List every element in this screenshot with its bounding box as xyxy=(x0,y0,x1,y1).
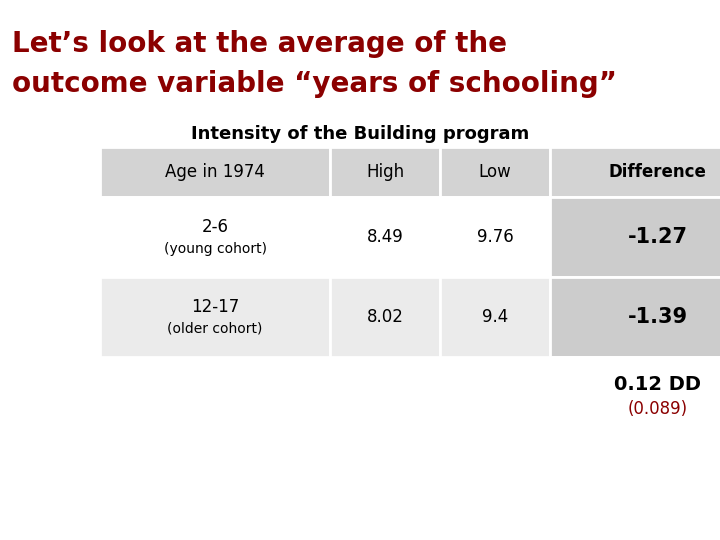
Text: Difference: Difference xyxy=(608,163,706,181)
Text: 0.12 DD: 0.12 DD xyxy=(614,375,701,395)
Text: 12-17: 12-17 xyxy=(191,298,239,316)
Text: -1.39: -1.39 xyxy=(627,307,688,327)
FancyBboxPatch shape xyxy=(100,147,330,197)
Text: (older cohort): (older cohort) xyxy=(167,322,263,336)
Text: 9.4: 9.4 xyxy=(482,308,508,326)
FancyBboxPatch shape xyxy=(100,277,330,357)
Text: High: High xyxy=(366,163,404,181)
FancyBboxPatch shape xyxy=(550,277,720,357)
Text: 2-6: 2-6 xyxy=(202,218,228,236)
Text: Age in 1974: Age in 1974 xyxy=(165,163,265,181)
Text: 9.76: 9.76 xyxy=(477,228,513,246)
FancyBboxPatch shape xyxy=(330,147,440,197)
FancyBboxPatch shape xyxy=(330,277,440,357)
FancyBboxPatch shape xyxy=(550,357,720,437)
FancyBboxPatch shape xyxy=(550,197,720,277)
Text: 8.49: 8.49 xyxy=(366,228,403,246)
Text: (young cohort): (young cohort) xyxy=(163,242,266,256)
FancyBboxPatch shape xyxy=(100,197,330,277)
FancyBboxPatch shape xyxy=(440,277,550,357)
FancyBboxPatch shape xyxy=(440,147,550,197)
Text: (0.089): (0.089) xyxy=(627,400,688,418)
Text: outcome variable “years of schooling”: outcome variable “years of schooling” xyxy=(12,70,617,98)
Text: 8.02: 8.02 xyxy=(366,308,403,326)
Text: -1.27: -1.27 xyxy=(628,227,688,247)
Text: Intensity of the Building program: Intensity of the Building program xyxy=(191,125,529,143)
FancyBboxPatch shape xyxy=(440,197,550,277)
FancyBboxPatch shape xyxy=(330,197,440,277)
Text: Low: Low xyxy=(479,163,511,181)
FancyBboxPatch shape xyxy=(550,147,720,197)
Text: Let’s look at the average of the: Let’s look at the average of the xyxy=(12,30,507,58)
